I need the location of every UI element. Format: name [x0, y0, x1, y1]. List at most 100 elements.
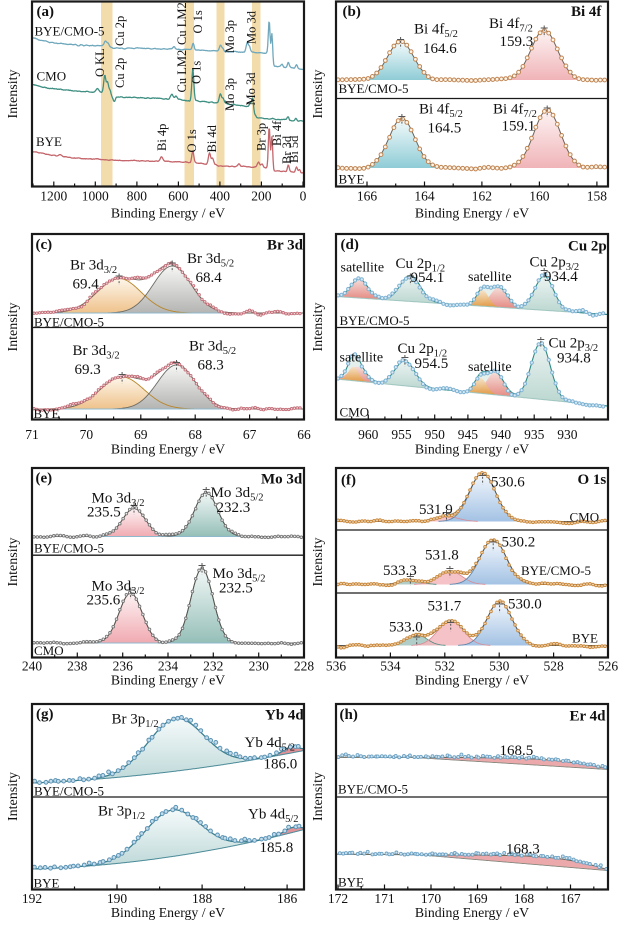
svg-text:68.4: 68.4: [196, 270, 223, 286]
svg-text:1200: 1200: [40, 189, 67, 204]
svg-text:Intensity: Intensity: [6, 70, 21, 119]
svg-text:158: 158: [587, 189, 608, 204]
svg-text:945: 945: [458, 427, 479, 442]
svg-text:Intensity: Intensity: [311, 772, 326, 821]
svg-text:CMO: CMO: [34, 643, 64, 658]
svg-text:1000: 1000: [82, 189, 109, 204]
svg-text:BYE/CMO-5: BYE/CMO-5: [339, 81, 409, 96]
svg-text:Intensity: Intensity: [311, 70, 326, 119]
svg-text:955: 955: [391, 427, 412, 442]
svg-text:190: 190: [107, 891, 128, 906]
svg-text:Yb 4d: Yb 4d: [265, 708, 304, 724]
svg-text:satellite: satellite: [468, 270, 512, 285]
svg-text:BYE: BYE: [339, 172, 365, 187]
svg-text:Cu LM2: Cu LM2: [175, 2, 189, 45]
svg-text:Cu 2p: Cu 2p: [113, 16, 127, 46]
svg-text:70: 70: [80, 427, 94, 442]
svg-text:186: 186: [277, 891, 298, 906]
svg-text:533.3: 533.3: [383, 563, 417, 579]
svg-text:BYE: BYE: [36, 134, 62, 149]
svg-text:530.2: 530.2: [502, 535, 536, 551]
svg-text:Mo 3p: Mo 3p: [223, 20, 237, 53]
svg-text:67: 67: [243, 427, 257, 442]
svg-text:Binding Energy / eV: Binding Energy / eV: [415, 673, 529, 688]
svg-text:935: 935: [524, 427, 545, 442]
svg-text:(c): (c): [36, 237, 53, 253]
svg-text:Binding Energy / eV: Binding Energy / eV: [415, 442, 529, 457]
svg-text:Intensity: Intensity: [6, 538, 21, 587]
svg-text:O 1s: O 1s: [578, 472, 607, 488]
svg-text:O 1s: O 1s: [190, 61, 204, 84]
svg-text:satellite: satellite: [340, 351, 384, 366]
svg-text:168.5: 168.5: [500, 743, 534, 759]
svg-text:950: 950: [425, 427, 446, 442]
svg-text:600: 600: [168, 189, 189, 204]
svg-text:530.6: 530.6: [491, 475, 525, 491]
svg-text:940: 940: [491, 427, 512, 442]
svg-text:Intensity: Intensity: [6, 772, 21, 821]
svg-text:CMO: CMO: [37, 69, 67, 84]
svg-text:BYE/CMO-5: BYE/CMO-5: [340, 313, 410, 328]
svg-text:Bi 4p: Bi 4p: [155, 124, 169, 151]
svg-text:232: 232: [203, 659, 223, 674]
svg-text:Br 3d: Br 3d: [267, 238, 304, 254]
svg-text:BYE/CMO-5: BYE/CMO-5: [521, 563, 591, 578]
svg-text:230: 230: [249, 659, 270, 674]
svg-text:240: 240: [22, 659, 43, 674]
svg-text:Br 3d: Br 3d: [280, 135, 294, 164]
svg-text:(e): (e): [36, 471, 53, 487]
svg-text:200: 200: [251, 189, 272, 204]
svg-text:satellite: satellite: [468, 360, 512, 375]
svg-text:BYE/CMO-5: BYE/CMO-5: [34, 784, 104, 799]
svg-text:Cu 2p: Cu 2p: [568, 239, 607, 255]
svg-text:954.5: 954.5: [415, 356, 449, 372]
svg-text:167: 167: [560, 891, 581, 906]
svg-text:Br 3p: Br 3p: [255, 123, 269, 151]
svg-text:Bi 4f: Bi 4f: [571, 4, 602, 20]
svg-text:O 1s: O 1s: [191, 10, 205, 33]
svg-text:534: 534: [380, 659, 401, 674]
svg-text:Cu LM2: Cu LM2: [175, 50, 189, 93]
svg-text:Binding Energy / eV: Binding Energy / eV: [415, 905, 529, 920]
svg-text:526: 526: [598, 659, 619, 674]
svg-text:(g): (g): [36, 707, 54, 723]
svg-text:960: 960: [358, 427, 379, 442]
svg-text:Binding Energy / eV: Binding Energy / eV: [111, 673, 225, 688]
svg-text:234: 234: [158, 659, 179, 674]
svg-text:530.0: 530.0: [508, 597, 542, 613]
svg-text:BYE/CMO-5: BYE/CMO-5: [35, 24, 105, 39]
svg-text:530: 530: [489, 659, 510, 674]
svg-text:162: 162: [472, 189, 492, 204]
svg-text:Intensity: Intensity: [311, 303, 326, 352]
svg-text:532: 532: [435, 659, 455, 674]
svg-text:(a): (a): [37, 4, 55, 20]
svg-text:(b): (b): [343, 4, 361, 20]
svg-text:531.7: 531.7: [428, 599, 462, 615]
svg-text:BYE: BYE: [338, 875, 364, 890]
svg-text:185.8: 185.8: [260, 840, 294, 856]
svg-text:238: 238: [67, 659, 88, 674]
svg-text:Bi 4d: Bi 4d: [205, 124, 219, 152]
svg-text:800: 800: [127, 189, 148, 204]
svg-text:CMO: CMO: [340, 405, 370, 420]
svg-text:O 1s: O 1s: [185, 129, 199, 152]
svg-text:531.8: 531.8: [425, 548, 459, 564]
svg-text:168.3: 168.3: [506, 842, 540, 858]
svg-text:BYE: BYE: [572, 631, 598, 646]
svg-text:68: 68: [188, 427, 202, 442]
svg-text:192: 192: [22, 891, 42, 906]
svg-text:BYE/CMO-5: BYE/CMO-5: [338, 782, 408, 797]
svg-text:Binding Energy / eV: Binding Energy / eV: [415, 206, 529, 221]
svg-text:164: 164: [414, 189, 435, 204]
svg-text:Intensity: Intensity: [311, 538, 326, 587]
svg-text:CMO: CMO: [570, 510, 600, 525]
svg-text:Cu 2p: Cu 2p: [113, 58, 127, 88]
svg-text:71: 71: [25, 427, 39, 442]
svg-text:236: 236: [113, 659, 134, 674]
svg-text:232.3: 232.3: [217, 500, 251, 516]
svg-text:Mo 3d: Mo 3d: [244, 72, 258, 106]
svg-text:159.1: 159.1: [502, 119, 536, 135]
svg-text:930: 930: [557, 427, 578, 442]
svg-text:171: 171: [374, 891, 394, 906]
svg-text:satellite: satellite: [341, 261, 385, 276]
